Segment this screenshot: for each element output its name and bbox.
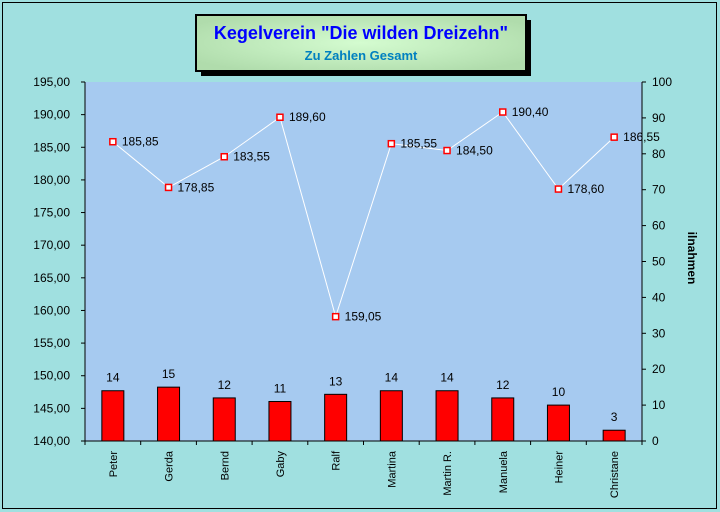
bar-manuela — [491, 397, 515, 442]
right-axis-label: ilnahmen — [685, 232, 699, 285]
bar-value-label: 11 — [274, 382, 287, 396]
line-marker — [610, 133, 618, 141]
bar-value-label: 13 — [329, 374, 343, 388]
category-label: Martin R. — [442, 451, 454, 496]
line-value-label: 178,85 — [178, 180, 215, 194]
title-background — [195, 14, 527, 72]
line-value-label: 184,50 — [456, 144, 493, 158]
left-tick-label: 145,00 — [33, 401, 70, 415]
chart-subtitle: Zu Zahlen Gesamt — [305, 48, 418, 63]
left-tick-label: 155,00 — [33, 336, 70, 350]
left-tick-label: 150,00 — [33, 369, 70, 383]
line-value-label: 159,05 — [345, 310, 382, 324]
line-value-label: 189,60 — [289, 110, 326, 124]
line-value-label: 183,55 — [233, 150, 270, 164]
right-tick-label: 100 — [652, 75, 672, 89]
right-tick-label: 10 — [652, 398, 666, 412]
bar-christane — [602, 429, 626, 442]
bar-peter — [101, 390, 125, 442]
left-tick-label: 165,00 — [33, 271, 70, 285]
left-tick-label: 140,00 — [33, 434, 70, 448]
line-value-label: 185,85 — [122, 135, 159, 149]
average-line — [112, 111, 615, 319]
bar-value-label: 12 — [496, 378, 510, 392]
left-tick-label: 170,00 — [33, 238, 70, 252]
title-box: Kegelverein "Die wilden Dreizehn" Zu Zah… — [195, 14, 531, 76]
left-tick-label: 185,00 — [33, 140, 70, 154]
chart-title: Kegelverein "Die wilden Dreizehn" — [214, 23, 508, 43]
line-value-label: 190,40 — [512, 105, 549, 119]
right-tick-label: 30 — [652, 326, 666, 340]
category-label: Christane — [609, 451, 621, 498]
left-tick-label: 190,00 — [33, 108, 70, 122]
right-tick-label: 70 — [652, 183, 666, 197]
line-value-label: 186,55 — [623, 130, 660, 144]
category-label: Peter — [108, 451, 120, 478]
bar-value-label: 14 — [106, 371, 120, 385]
category-label: Heiner — [553, 451, 565, 484]
left-tick-label: 195,00 — [33, 75, 70, 89]
bar-value-label: 14 — [385, 371, 399, 385]
line-marker — [164, 183, 173, 192]
line-marker — [499, 108, 507, 116]
line-marker — [331, 312, 340, 321]
line-value-label: 185,55 — [400, 137, 437, 151]
right-tick-label: 0 — [652, 434, 659, 448]
bar-value-label: 15 — [162, 367, 176, 381]
left-tick-label: 160,00 — [33, 303, 70, 317]
bar-heiner — [546, 404, 570, 442]
bar-value-label: 10 — [552, 385, 566, 399]
line-marker — [220, 152, 228, 161]
bar-bernd — [212, 397, 236, 442]
category-label: Bernd — [219, 451, 231, 480]
line-marker — [276, 113, 284, 121]
bar-martina — [379, 390, 403, 442]
line-marker — [554, 185, 563, 193]
bar-gaby — [268, 401, 292, 442]
bar-value-label: 12 — [218, 378, 232, 392]
plot-area — [85, 82, 642, 441]
right-tick-label: 60 — [652, 219, 666, 233]
right-tick-label: 40 — [652, 290, 666, 304]
bar-ralf — [324, 393, 348, 442]
bar-martin-r- — [435, 390, 459, 442]
line-value-label: 178,60 — [567, 182, 604, 196]
right-tick-label: 20 — [652, 362, 666, 376]
right-tick-label: 90 — [652, 111, 666, 125]
right-tick-label: 50 — [652, 255, 666, 269]
bar-gerda — [157, 386, 181, 442]
category-label: Manuela — [498, 450, 510, 493]
line-marker — [443, 146, 451, 155]
left-tick-label: 175,00 — [33, 206, 70, 220]
left-tick-label: 180,00 — [33, 173, 70, 187]
category-label: Gaby — [275, 451, 287, 478]
category-label: Gerda — [164, 450, 176, 481]
bar-value-label: 14 — [440, 371, 454, 385]
line-marker — [109, 137, 117, 146]
category-label: Ralf — [331, 450, 343, 471]
category-label: Martina — [386, 450, 398, 488]
line-marker — [387, 139, 396, 148]
right-tick-label: 80 — [652, 147, 666, 161]
bar-value-label: 3 — [611, 410, 618, 424]
